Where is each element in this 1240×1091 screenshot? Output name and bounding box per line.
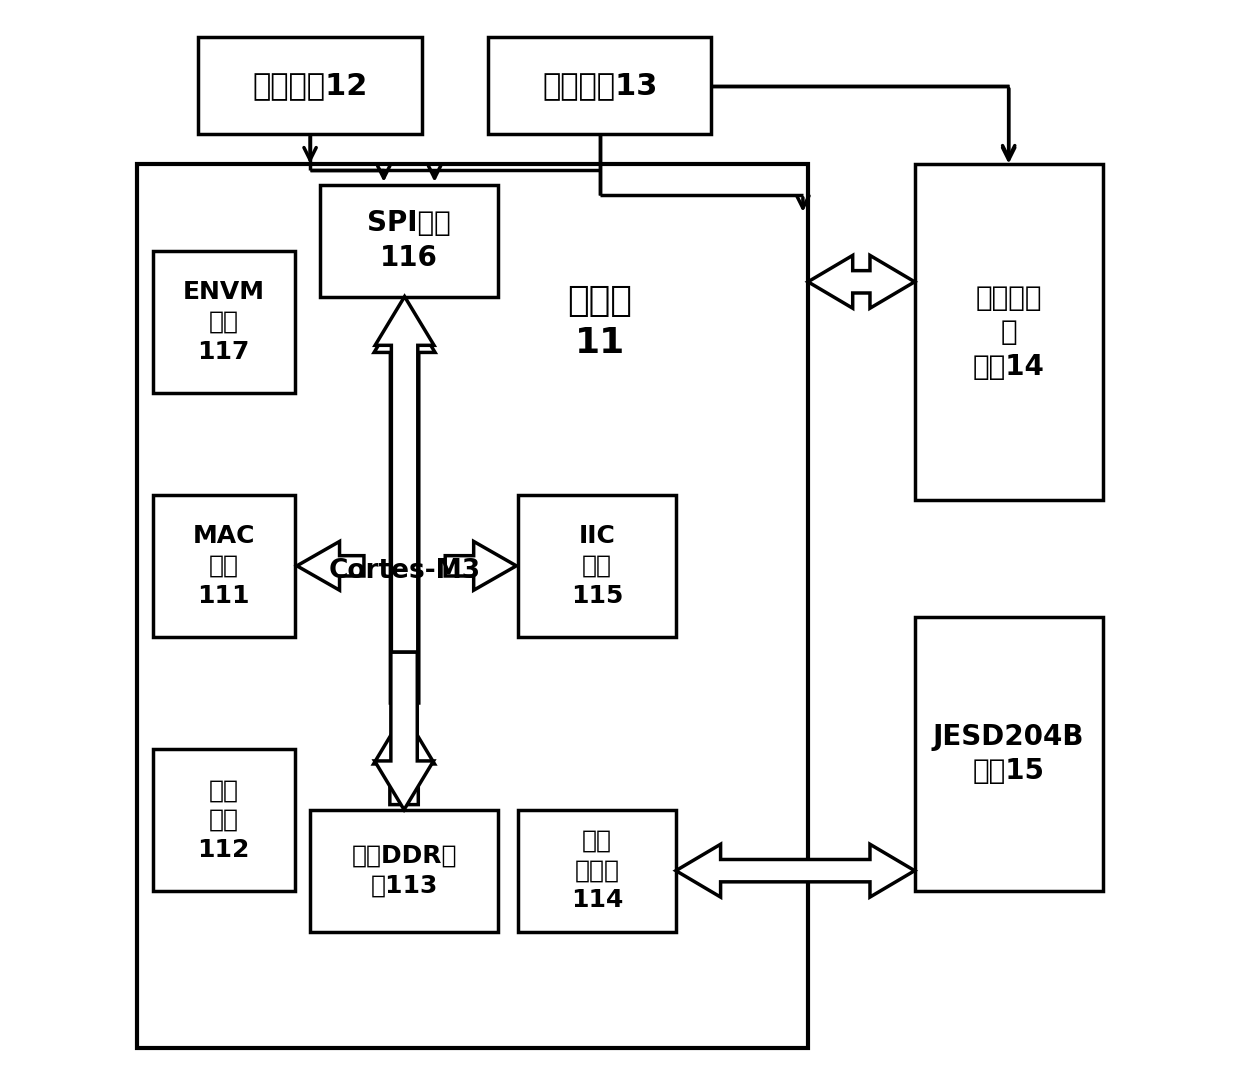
Text: 复位模块12: 复位模块12 bbox=[253, 71, 368, 100]
Bar bbox=[518, 810, 676, 932]
Bar bbox=[915, 165, 1102, 500]
Bar bbox=[153, 748, 295, 891]
Text: 处理器
11: 处理器 11 bbox=[567, 284, 632, 360]
Polygon shape bbox=[808, 255, 915, 309]
Polygon shape bbox=[373, 714, 434, 805]
Polygon shape bbox=[376, 297, 434, 652]
Polygon shape bbox=[374, 652, 434, 810]
Polygon shape bbox=[445, 541, 516, 590]
Polygon shape bbox=[676, 844, 915, 897]
Text: 时钟模块13: 时钟模块13 bbox=[542, 71, 657, 100]
Text: MAC
模块
111: MAC 模块 111 bbox=[192, 524, 255, 608]
Bar bbox=[198, 37, 422, 134]
Bar bbox=[915, 616, 1102, 891]
Text: 第一寄存
器
模块14: 第一寄存 器 模块14 bbox=[972, 284, 1044, 381]
Text: IIC
模块
115: IIC 模块 115 bbox=[570, 524, 624, 608]
Polygon shape bbox=[296, 541, 363, 590]
Text: SPI模块
116: SPI模块 116 bbox=[367, 209, 451, 272]
Polygon shape bbox=[374, 301, 435, 703]
Text: Cortes-M3: Cortes-M3 bbox=[329, 558, 481, 584]
Bar bbox=[320, 184, 498, 297]
Bar bbox=[153, 494, 295, 637]
Text: JESD204B
模块15: JESD204B 模块15 bbox=[932, 722, 1085, 786]
Text: 定时
器模块
114: 定时 器模块 114 bbox=[570, 829, 624, 912]
Bar bbox=[138, 165, 808, 1048]
Bar bbox=[153, 251, 295, 393]
Bar bbox=[310, 810, 498, 932]
Text: ENVM
模块
117: ENVM 模块 117 bbox=[182, 280, 264, 363]
Text: 第二DDR模
块113: 第二DDR模 块113 bbox=[351, 843, 456, 898]
Text: 中断
模块
112: 中断 模块 112 bbox=[197, 778, 250, 862]
Bar bbox=[518, 494, 676, 637]
Bar bbox=[487, 37, 712, 134]
